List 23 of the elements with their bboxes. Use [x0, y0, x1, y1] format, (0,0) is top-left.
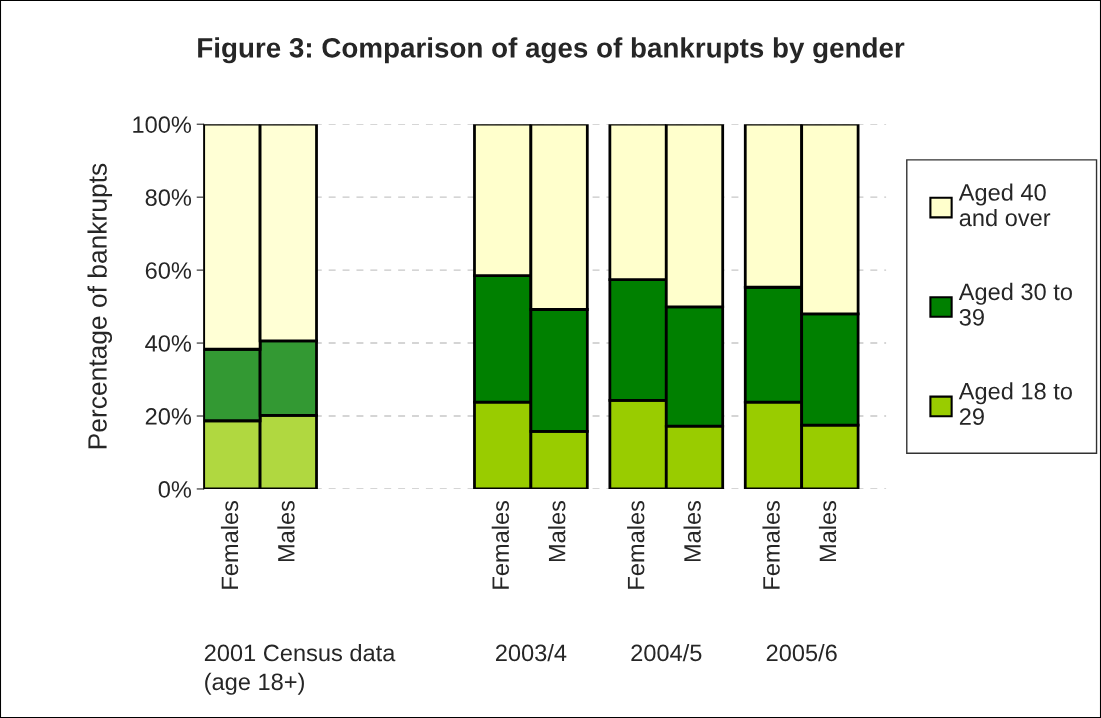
chart-title: Figure 3: Comparison of ages of bankrupts by gender [198, 37, 905, 64]
y-axis-title: Percentage of bankrupts [87, 163, 113, 449]
text: 2001 Census data (age 18+) [204, 643, 396, 695]
y-tick-label: 100% [133, 116, 192, 133]
y-tick-label: 80% [145, 189, 192, 206]
legend-label: Aged 30 to 39 [958, 282, 1072, 326]
x-tick-label: Males [277, 500, 295, 562]
x-tick-label: Females [762, 500, 780, 589]
y-tick-label: 60% [145, 262, 192, 279]
y-tick-label: 40% [145, 335, 192, 352]
legend-label: Aged 18 to 29 [958, 382, 1072, 426]
x-tick-label: Males [683, 500, 701, 562]
x-tick-label: Males [818, 500, 837, 562]
x-tick-label: Females [220, 500, 239, 589]
text: 2003/4 [495, 643, 567, 662]
x-tick-label: Females [491, 500, 510, 589]
y-tick-label: 20% [145, 408, 192, 425]
x-tick-label: Males [548, 500, 566, 562]
text: 2004/5 [631, 643, 702, 662]
y-tick-label: 0% [158, 481, 192, 498]
legend-label: Aged 40 and over [958, 183, 1051, 227]
x-tick-label: Females [627, 500, 645, 589]
text: 2005/6 [766, 643, 837, 662]
